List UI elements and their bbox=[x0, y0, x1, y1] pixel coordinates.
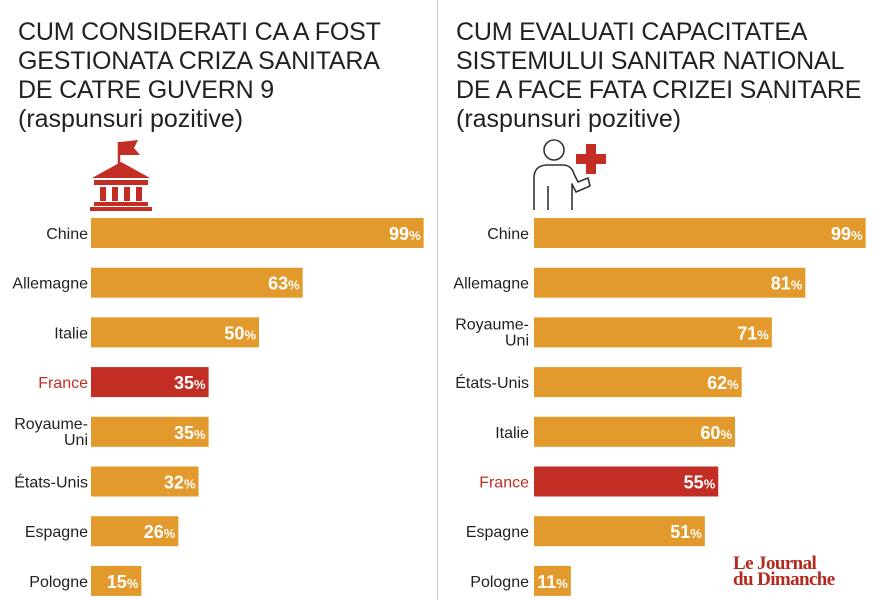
value-label: 81% bbox=[771, 274, 803, 294]
category-label: Italie bbox=[54, 325, 88, 342]
value-label: 26% bbox=[144, 522, 176, 542]
chart-subtitle: (raspunsuri pozitive) bbox=[456, 105, 682, 133]
category-label: Pologne bbox=[29, 574, 88, 591]
value-label: 50% bbox=[224, 323, 256, 343]
value-label: 55% bbox=[684, 473, 716, 493]
chart-title-line: GESTIONATA CRIZA SANITARA bbox=[18, 47, 380, 75]
category-label: Italie bbox=[495, 425, 529, 442]
bar bbox=[534, 416, 735, 447]
category-label: France bbox=[479, 475, 529, 492]
value-label: 35% bbox=[174, 423, 206, 443]
chart-title: CUM CONSIDERATI CA A FOST GESTIONATA CRI… bbox=[18, 18, 428, 105]
bar bbox=[534, 516, 705, 547]
bar bbox=[91, 416, 209, 447]
category-label: États-Unis bbox=[14, 473, 88, 492]
right-chart-panel: CUM EVALUATI CAPACITATEA SISTEMULUI SANI… bbox=[438, 0, 875, 600]
category-label: Espagne bbox=[466, 524, 529, 541]
value-label: 99% bbox=[831, 224, 863, 244]
category-label: Chine bbox=[46, 226, 88, 243]
category-label: États-Unis bbox=[455, 373, 529, 392]
bar bbox=[91, 267, 303, 298]
chart-title-line: CUM EVALUATI CAPACITATEA bbox=[456, 18, 808, 46]
government-building-flag-icon bbox=[90, 140, 152, 211]
value-label: 71% bbox=[737, 323, 769, 343]
bar bbox=[534, 317, 772, 348]
bar-chart-1: Chine 99% Allemagne 63% Italie 50% France 35% Ro… bbox=[12, 218, 424, 596]
chart-title-line: CUM CONSIDERATI CA A FOST bbox=[18, 18, 381, 46]
value-label: 62% bbox=[707, 373, 739, 393]
category-label: France bbox=[38, 375, 88, 392]
category-label: Allemagne bbox=[453, 276, 529, 293]
chart-subtitle: (raspunsuri pozitive) bbox=[18, 105, 244, 133]
category-label: Pologne bbox=[470, 574, 529, 591]
category-label: Allemagne bbox=[12, 276, 88, 293]
bar bbox=[91, 565, 142, 596]
bar bbox=[534, 267, 806, 298]
chart-title-line: DE CATRE GUVERN 9 bbox=[18, 76, 274, 104]
chart-title: CUM EVALUATI CAPACITATEA SISTEMULUI SANI… bbox=[456, 18, 866, 105]
bar bbox=[91, 367, 209, 398]
chart-title-line: SISTEMULUI SANITAR NATIONAL bbox=[456, 47, 845, 75]
value-label: 63% bbox=[268, 274, 300, 294]
bar bbox=[534, 367, 742, 398]
value-label: 11% bbox=[537, 572, 568, 592]
newspaper-logo: Le Journal du Dimanche bbox=[733, 553, 835, 590]
category-label: Chine bbox=[487, 226, 529, 243]
category-label: Royaume-Uni bbox=[455, 316, 529, 349]
bar bbox=[534, 466, 719, 497]
logo-line: Le Journal bbox=[733, 553, 817, 574]
value-label: 60% bbox=[700, 423, 732, 443]
logo-line: du Dimanche bbox=[733, 569, 835, 590]
chart-title-line: DE A FACE FATA CRIZEI SANITARE bbox=[456, 76, 862, 104]
bar bbox=[534, 565, 571, 596]
value-label: 32% bbox=[164, 473, 196, 493]
bar bbox=[91, 218, 424, 248]
bar bbox=[91, 466, 199, 497]
value-label: 15% bbox=[107, 572, 139, 592]
value-label: 99% bbox=[389, 224, 421, 244]
panel-divider bbox=[437, 0, 438, 600]
bar bbox=[91, 516, 179, 547]
bar-chart-2: Chine 99% Allemagne 81% Royaume-Uni 71% États-… bbox=[453, 218, 866, 596]
value-label: 35% bbox=[174, 373, 206, 393]
value-label: 51% bbox=[670, 522, 702, 542]
bar bbox=[534, 218, 866, 248]
person-medical-cross-icon bbox=[533, 139, 606, 210]
bar bbox=[91, 317, 259, 348]
left-chart-panel: CUM CONSIDERATI CA A FOST GESTIONATA CRI… bbox=[0, 0, 437, 600]
category-label: Royaume-Uni bbox=[14, 416, 88, 449]
category-label: Espagne bbox=[25, 524, 88, 541]
